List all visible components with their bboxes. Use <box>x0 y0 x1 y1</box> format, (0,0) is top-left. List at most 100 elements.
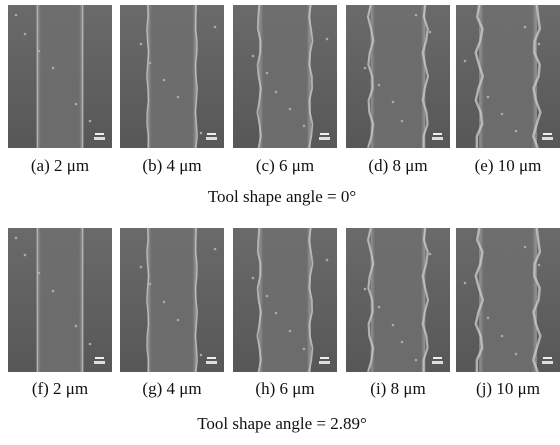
particle <box>162 78 166 82</box>
particle <box>288 329 292 333</box>
particle <box>400 340 404 344</box>
trench-edge <box>421 227 430 373</box>
particle <box>537 263 541 267</box>
panel-label: (b) 4 μm <box>142 156 201 175</box>
particle <box>199 353 203 357</box>
trench-edge <box>474 227 485 373</box>
sem-image <box>346 4 450 149</box>
scale-bar <box>543 133 552 135</box>
scale-bar <box>433 357 442 359</box>
particle <box>265 71 269 75</box>
scale-bar-text <box>542 137 553 140</box>
trench-edge <box>308 227 314 373</box>
particle <box>37 271 41 275</box>
particle <box>463 281 467 285</box>
scale-bar <box>320 133 329 135</box>
particle <box>88 342 92 346</box>
sem-image <box>120 4 224 149</box>
scale-bar-text <box>94 137 105 140</box>
particle <box>288 107 292 111</box>
particle <box>23 253 27 257</box>
trench-edge <box>366 227 375 373</box>
trench-band <box>147 228 197 372</box>
sem-image <box>120 227 224 373</box>
particle <box>537 42 541 46</box>
scale-bar-text <box>319 137 330 140</box>
trench-edge <box>194 4 198 149</box>
panel-label: (c) 6 μm <box>256 156 314 175</box>
trench-edge <box>474 4 485 149</box>
trench-band <box>37 5 83 148</box>
trench-band <box>147 5 197 148</box>
trench-edge <box>531 4 542 149</box>
trench-band <box>370 228 426 372</box>
scale-bar-text <box>206 361 217 364</box>
panel-label: (a) 2 μm <box>31 156 89 175</box>
figure-caption: Tool shape angle = 0° <box>208 187 356 206</box>
particle <box>88 119 92 123</box>
particle <box>139 265 143 269</box>
particle <box>391 100 395 104</box>
scale-bar <box>207 357 216 359</box>
particle <box>325 37 329 41</box>
particle <box>251 54 255 58</box>
particle <box>428 252 432 256</box>
scale-bar <box>207 133 216 135</box>
trench-band <box>370 5 426 148</box>
scale-bar <box>433 133 442 135</box>
particle <box>523 25 527 29</box>
particle <box>176 318 180 322</box>
particle <box>486 95 490 99</box>
particle <box>251 276 255 280</box>
trench-band <box>259 5 311 148</box>
panel-label: (i) 8 μm <box>370 379 425 398</box>
particle <box>377 83 381 87</box>
particle <box>213 25 217 29</box>
particle <box>400 119 404 123</box>
particle <box>51 289 55 293</box>
scale-bar-text <box>319 361 330 364</box>
panel-label: (h) 6 μm <box>255 379 314 398</box>
particle <box>148 282 152 286</box>
sem-image <box>233 227 337 373</box>
trench-edge <box>146 227 150 373</box>
scale-bar-text <box>542 361 553 364</box>
scale-bar-text <box>206 137 217 140</box>
trench-band <box>259 228 311 372</box>
particle <box>23 32 27 36</box>
scale-bar-text <box>432 137 443 140</box>
trench-edge <box>256 227 262 373</box>
sem-image <box>8 228 112 372</box>
trench-edge <box>146 4 150 149</box>
panel-label: (e) 10 μm <box>475 156 542 175</box>
particle <box>274 90 278 94</box>
scale-bar-text <box>94 361 105 364</box>
trench-edge <box>194 227 198 373</box>
sem-image <box>456 4 560 149</box>
panel-label: (g) 4 μm <box>142 379 201 398</box>
particle <box>363 287 367 291</box>
particle <box>500 334 504 338</box>
trench-edge <box>366 4 375 149</box>
particle <box>199 131 203 135</box>
particle <box>162 300 166 304</box>
particle <box>37 49 41 53</box>
panel-label: (f) 2 μm <box>32 379 88 398</box>
particle <box>148 61 152 65</box>
particle <box>391 323 395 327</box>
particle <box>523 245 527 249</box>
particle <box>500 112 504 116</box>
panel-label: (d) 8 μm <box>368 156 427 175</box>
scale-bar <box>95 133 104 135</box>
trench-band <box>479 228 537 372</box>
trench-edge <box>421 4 430 149</box>
particle <box>139 42 143 46</box>
trench-edge <box>308 4 314 149</box>
particle <box>51 66 55 70</box>
particle <box>414 358 418 362</box>
particle <box>74 324 78 328</box>
particle <box>514 129 518 133</box>
sem-image <box>346 227 450 373</box>
particle <box>325 258 329 262</box>
